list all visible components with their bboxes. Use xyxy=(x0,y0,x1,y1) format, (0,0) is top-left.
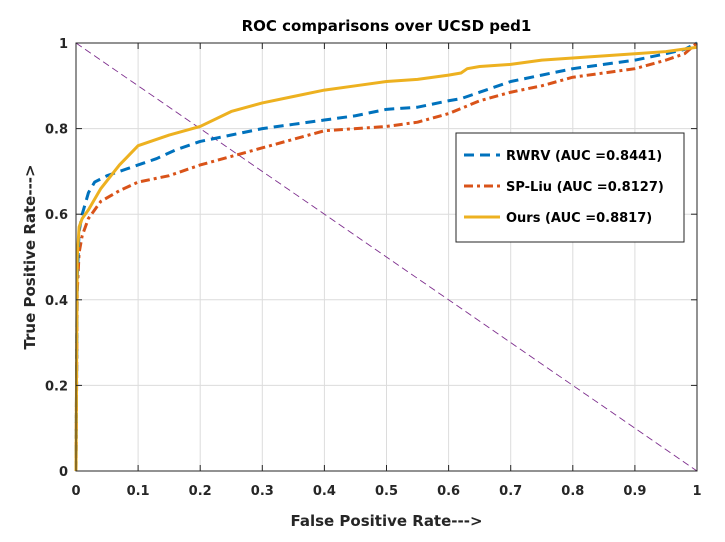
x-tick-label: 0.5 xyxy=(375,484,398,499)
series-line-rwrv xyxy=(74,41,698,472)
series-line-ours xyxy=(74,45,698,472)
x-tick-label: 0.8 xyxy=(561,484,584,499)
y-tick-label: 0.8 xyxy=(45,123,68,138)
legend-label: SP-Liu (AUC =0.8127) xyxy=(506,180,664,195)
legend-label: RWRV (AUC =0.8441) xyxy=(506,149,662,164)
x-tick-label: 0.1 xyxy=(127,484,150,499)
x-tick-label: 0.6 xyxy=(437,484,460,499)
y-tick-label: 0.2 xyxy=(45,379,68,394)
legend-label: Ours (AUC =0.8817) xyxy=(506,211,652,226)
legend: RWRV (AUC =0.8441) SP-Liu (AUC =0.8127) Ou… xyxy=(455,132,685,243)
x-tick-label: 1 xyxy=(692,484,701,499)
y-tick-label: 0.6 xyxy=(45,208,68,223)
series-layer xyxy=(74,41,698,472)
x-tick-label: 0 xyxy=(71,484,80,499)
y-tick-label: 0.4 xyxy=(45,294,68,309)
x-tick-label: 0.4 xyxy=(313,484,336,499)
series-line-sp-liu xyxy=(74,41,698,472)
y-axis-title: True Positive Rate---> xyxy=(21,164,39,349)
legend-box xyxy=(455,132,685,243)
chart-title: ROC comparisons over UCSD ped1 xyxy=(242,17,532,35)
x-axis-title: False Positive Rate---> xyxy=(290,512,482,530)
ticks: 0 0.1 0.2 0.3 0.4 0.5 0.6 0.7 0.8 0.9 1 0 0.2 0.4 0.6 0… xyxy=(45,37,702,499)
y-tick-label: 1 xyxy=(59,37,68,52)
y-tick-label: 0 xyxy=(59,465,68,480)
x-tick-label: 0.7 xyxy=(499,484,522,499)
reference-diagonal-line xyxy=(75,42,698,472)
x-tick-label: 0.2 xyxy=(189,484,212,499)
x-tick-label: 0.9 xyxy=(623,484,646,499)
x-tick-label: 0.3 xyxy=(251,484,274,499)
